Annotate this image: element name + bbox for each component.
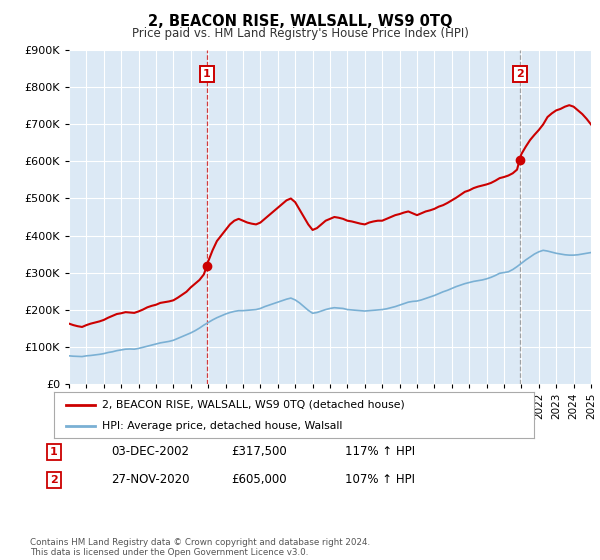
Text: 117% ↑ HPI: 117% ↑ HPI bbox=[345, 445, 415, 459]
Text: 107% ↑ HPI: 107% ↑ HPI bbox=[345, 473, 415, 487]
Text: 27-NOV-2020: 27-NOV-2020 bbox=[111, 473, 190, 487]
Text: 2, BEACON RISE, WALSALL, WS9 0TQ (detached house): 2, BEACON RISE, WALSALL, WS9 0TQ (detach… bbox=[102, 400, 405, 410]
Text: 2, BEACON RISE, WALSALL, WS9 0TQ: 2, BEACON RISE, WALSALL, WS9 0TQ bbox=[148, 14, 452, 29]
Text: 1: 1 bbox=[50, 447, 58, 457]
Text: 2: 2 bbox=[50, 475, 58, 485]
Text: Price paid vs. HM Land Registry's House Price Index (HPI): Price paid vs. HM Land Registry's House … bbox=[131, 27, 469, 40]
Text: Contains HM Land Registry data © Crown copyright and database right 2024.
This d: Contains HM Land Registry data © Crown c… bbox=[30, 538, 370, 557]
Text: £317,500: £317,500 bbox=[231, 445, 287, 459]
Text: HPI: Average price, detached house, Walsall: HPI: Average price, detached house, Wals… bbox=[102, 421, 343, 431]
Text: 03-DEC-2002: 03-DEC-2002 bbox=[111, 445, 189, 459]
Text: £605,000: £605,000 bbox=[231, 473, 287, 487]
Text: 1: 1 bbox=[203, 69, 211, 79]
Text: 2: 2 bbox=[516, 69, 524, 79]
